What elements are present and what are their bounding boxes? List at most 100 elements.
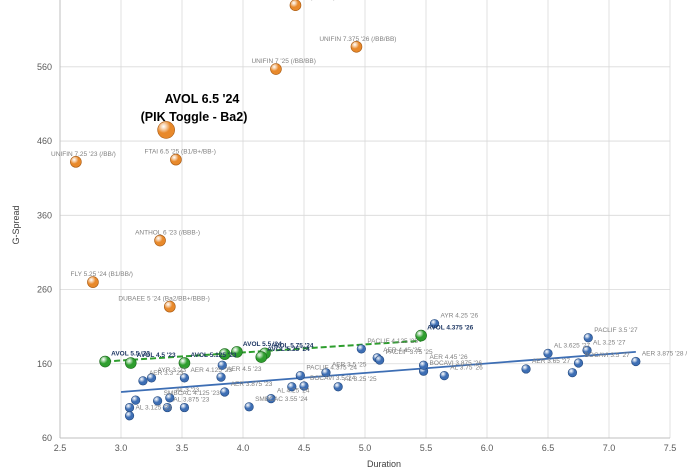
data-label: BOCAVI 3.875 '26 [430, 360, 483, 367]
data-point [521, 364, 531, 374]
data-label: UNIFIN 7.375 '26 (/BB/BB) [319, 36, 396, 43]
data-point [220, 387, 230, 397]
data-label: AYR 3 '23 [158, 367, 187, 374]
data-point [429, 319, 440, 329]
data-point [162, 402, 172, 413]
data-label: AER 4.5 '23 [227, 366, 262, 373]
data-label: AVOL 5.5 '23 [111, 351, 150, 358]
y-tick-label: 560 [37, 62, 52, 72]
y-tick-label: 260 [37, 285, 52, 295]
gridlines [59, 0, 671, 439]
data-label: UNIFIN 8.375 '28 (/BB/BB) [258, 0, 335, 1]
data-label: AL 3.25 '27 [593, 339, 626, 346]
data-label: AVOL 4.5 '23 [137, 352, 176, 359]
data-point [270, 63, 282, 75]
data-point [138, 376, 148, 386]
data-label: AL 4.25 '24 [277, 388, 310, 395]
data-point [418, 360, 429, 370]
data-label: AL 3 '23 [176, 387, 200, 394]
data-label: AER 4.125 '23 [190, 367, 232, 374]
data-label: PACLIF 4.125 '25 [367, 338, 418, 345]
x-tick-label: 5.0 [359, 443, 372, 453]
point-labels: UNIFIN 8.375 '28 (/BB/BB) UNIFIN 7.375 '2… [51, 0, 687, 412]
data-label: AYR 4.25 '26 [441, 313, 479, 320]
data-label: SMBCAC 3.55 '24 [255, 396, 308, 403]
data-point [350, 40, 363, 53]
data-point [299, 381, 309, 391]
data-point [415, 329, 427, 342]
x-tick-label: 2.5 [54, 443, 67, 453]
y-axis-title: G-Spread [11, 205, 21, 244]
y-tick-label: 60 [42, 433, 52, 443]
data-point [146, 373, 157, 383]
x-tick-label: 3.5 [176, 443, 189, 453]
trendline [120, 350, 636, 393]
data-label: PACLIF 4.375 '24 [306, 365, 357, 372]
y-tick-label: 360 [37, 210, 52, 220]
data-label: AER 3.875 '23 [231, 381, 273, 388]
x-tick-label: 3.0 [115, 443, 128, 453]
data-point [165, 393, 175, 403]
data-point [543, 348, 553, 358]
data-label: UNIFIN 7.25 '23 (/BB/) [51, 151, 116, 158]
callout-subtitle: (PIK Toggle - Ba2) [141, 110, 248, 124]
data-label: FTAI 6.5 '25 (B1/B+/BB-) [145, 149, 216, 156]
data-point [218, 348, 231, 360]
data-label: AVOL 4.375 '26 [427, 325, 473, 332]
data-points [70, 0, 641, 421]
x-axis-title: Duration [367, 459, 401, 469]
data-label: AER 3.5 '25 [332, 362, 367, 369]
y-tick-label: 160 [37, 359, 52, 369]
data-point [216, 372, 226, 382]
data-label: UNIFIN 7 '25 (/BB/BB) [251, 58, 315, 65]
data-label: BOCAVI 3.5 '24 [310, 375, 356, 382]
x-tick-label: 4.0 [237, 443, 250, 453]
data-label: PACLIF 3.75 '25 [386, 349, 433, 356]
data-point [439, 371, 449, 381]
data-point [573, 358, 584, 368]
data-label: BOCAVI 3.5 '27 [585, 352, 631, 359]
data-label: SMBCAC 4.125 '23 [164, 390, 221, 397]
x-tick-label: 4.5 [298, 443, 311, 453]
data-point [375, 355, 385, 365]
data-label: AL 3.125 '23 [136, 405, 172, 412]
data-label: AL 3.875 '23 [173, 397, 209, 404]
data-label: ANTHOL 6 '23 (/BBB-) [135, 230, 200, 237]
data-point [295, 371, 305, 381]
data-label: PACLIF 3.5 '27 [594, 327, 638, 334]
x-tick-label: 6.5 [542, 443, 555, 453]
data-label: AER 4.45 '26 [430, 354, 468, 361]
x-tick-label: 7.5 [664, 443, 677, 453]
callout-title: AVOL 6.5 '24 [165, 92, 240, 106]
data-point [583, 333, 593, 343]
data-point [157, 121, 175, 139]
data-label: FLY 5.25 '24 (B1/BB/) [71, 271, 133, 278]
data-point [321, 368, 331, 378]
data-point [179, 402, 190, 413]
data-label: AVOL 5.125 '23 [190, 352, 236, 359]
data-point [87, 276, 99, 288]
data-label: AVOL 5.5 '24 [243, 341, 282, 348]
data-point [70, 156, 82, 168]
y-tick-label: 460 [37, 136, 52, 146]
data-point [289, 0, 302, 11]
data-point [287, 382, 297, 392]
data-point [217, 360, 227, 370]
data-label: AL 3.75 '26 [450, 365, 483, 372]
x-tick-label: 7.0 [603, 443, 616, 453]
data-point [154, 234, 166, 247]
data-point [582, 345, 592, 356]
data-label: AVOL 5.75 '24 [271, 342, 314, 349]
data-point [356, 344, 366, 354]
data-label: AL 3.625 '27 [554, 342, 590, 349]
data-point [631, 356, 641, 367]
data-label: AL 3.25 '25 [344, 376, 377, 383]
data-point [99, 355, 111, 368]
data-point [178, 357, 191, 369]
data-label: AER 3.875 '28 / AL 4.625 '28 [642, 351, 687, 358]
data-label: AVOL 5.25 '24 [267, 346, 310, 353]
axis-ticks: 2.5 3.0 3.5 4.0 4.5 5.0 5.5 6.0 6.5 7.0 7.5 60 160 26… [37, 62, 676, 453]
data-label: AER 3.3 '23 [149, 370, 184, 377]
data-point [131, 395, 141, 405]
